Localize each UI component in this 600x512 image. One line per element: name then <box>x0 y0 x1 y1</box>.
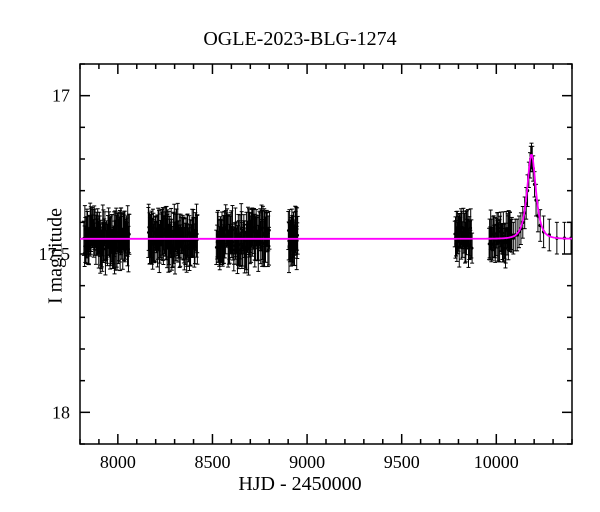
svg-text:9000: 9000 <box>289 452 325 472</box>
svg-text:8000: 8000 <box>100 452 136 472</box>
svg-text:17: 17 <box>52 86 70 106</box>
svg-text:10000: 10000 <box>474 452 519 472</box>
svg-text:17.5: 17.5 <box>39 244 71 264</box>
lightcurve-chart: OGLE-2023-BLG-1274 I magnitude HJD - 245… <box>0 0 600 512</box>
svg-text:8500: 8500 <box>194 452 230 472</box>
plot-svg: 8000 8500 9000 9500 10000 17 17.5 18 <box>0 0 600 512</box>
svg-text:18: 18 <box>52 402 70 422</box>
svg-text:9500: 9500 <box>384 452 420 472</box>
